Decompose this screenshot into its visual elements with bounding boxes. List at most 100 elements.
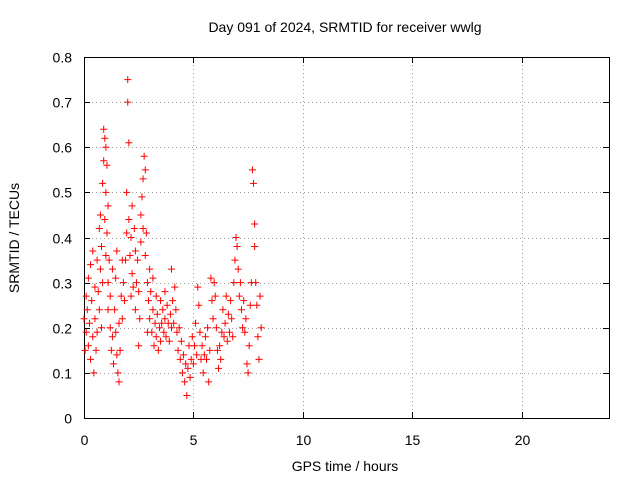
data-point	[146, 315, 154, 323]
y-tick-label: 0.3	[53, 276, 73, 292]
data-point	[82, 328, 90, 336]
data-point	[195, 301, 203, 309]
data-point	[184, 364, 192, 372]
data-point	[135, 342, 143, 350]
data-point	[140, 152, 148, 160]
grid	[84, 57, 609, 418]
data-point	[217, 355, 225, 363]
y-axis-label: SRMTID / TECUs	[6, 183, 22, 293]
data-point	[126, 252, 134, 260]
y-tick-label: 0.7	[53, 95, 73, 111]
data-point	[213, 346, 221, 354]
data-point	[215, 364, 223, 372]
data-point	[183, 391, 191, 399]
data-point	[182, 360, 190, 368]
data-point	[235, 292, 243, 300]
data-point	[129, 283, 137, 291]
data-point	[180, 351, 188, 359]
data-point	[124, 98, 132, 106]
x-tick-label: 5	[190, 432, 198, 448]
data-point	[168, 324, 175, 332]
data-point	[199, 369, 207, 377]
data-point	[221, 319, 229, 327]
data-point	[187, 355, 195, 363]
data-point	[99, 179, 107, 187]
data-point	[116, 346, 124, 354]
data-point	[83, 306, 91, 314]
data-point	[81, 346, 89, 354]
data-point	[124, 76, 132, 84]
data-point	[177, 337, 185, 345]
data-point	[141, 166, 149, 174]
data-point	[84, 342, 92, 350]
data-point	[231, 256, 239, 264]
data-point	[153, 310, 161, 318]
data-point	[102, 252, 110, 260]
data-point	[194, 283, 202, 291]
data-point	[104, 202, 112, 210]
data-point	[218, 328, 226, 336]
data-point	[139, 175, 147, 183]
data-point	[123, 229, 131, 237]
x-axis-label: GPS time / hours	[292, 458, 399, 474]
y-tick-label: 0.8	[53, 50, 73, 66]
data-point	[101, 215, 109, 223]
data-point	[125, 139, 133, 147]
data-point	[236, 279, 244, 287]
data-point	[104, 306, 112, 314]
data-point	[240, 297, 248, 305]
data-point	[200, 351, 208, 359]
data-point	[117, 292, 125, 300]
data-point	[102, 188, 110, 196]
data-point	[106, 324, 114, 332]
data-point	[161, 315, 169, 323]
data-point	[233, 243, 241, 251]
x-tick-label: 10	[296, 432, 312, 448]
data-point	[212, 324, 220, 332]
data-point	[149, 306, 157, 314]
data-point	[96, 265, 104, 273]
data-point	[168, 265, 175, 273]
data-point	[115, 319, 123, 327]
data-point	[230, 279, 238, 287]
data-point	[145, 297, 153, 305]
data-point	[225, 328, 233, 336]
data-point	[173, 328, 181, 336]
data-point	[159, 306, 167, 314]
data-point	[152, 292, 160, 300]
data-point	[154, 346, 162, 354]
data-point	[127, 234, 135, 241]
data-point	[188, 333, 196, 341]
data-point	[242, 315, 250, 323]
data-point	[207, 274, 215, 282]
data-point	[128, 202, 136, 210]
data-point	[146, 265, 154, 273]
data-point	[228, 315, 236, 323]
data-point	[175, 324, 183, 332]
y-tick-label: 0.5	[53, 185, 73, 201]
data-point	[224, 310, 232, 318]
data-point	[127, 292, 135, 300]
data-points	[80, 76, 265, 399]
data-point	[125, 215, 133, 223]
data-point	[95, 306, 103, 314]
data-point	[82, 292, 90, 300]
data-point	[243, 360, 251, 368]
data-point	[157, 337, 165, 345]
data-point	[254, 333, 262, 341]
data-point	[196, 328, 204, 336]
data-point	[211, 292, 219, 300]
y-tick-label: 0	[64, 411, 72, 427]
data-point	[255, 355, 263, 363]
data-point	[209, 315, 217, 323]
data-point	[115, 378, 123, 386]
data-point	[137, 211, 145, 219]
data-point	[137, 238, 145, 246]
data-point	[239, 324, 247, 332]
data-point	[160, 328, 168, 336]
data-point	[135, 288, 143, 296]
data-point	[204, 324, 212, 332]
data-point	[142, 229, 150, 237]
data-point	[114, 369, 122, 377]
